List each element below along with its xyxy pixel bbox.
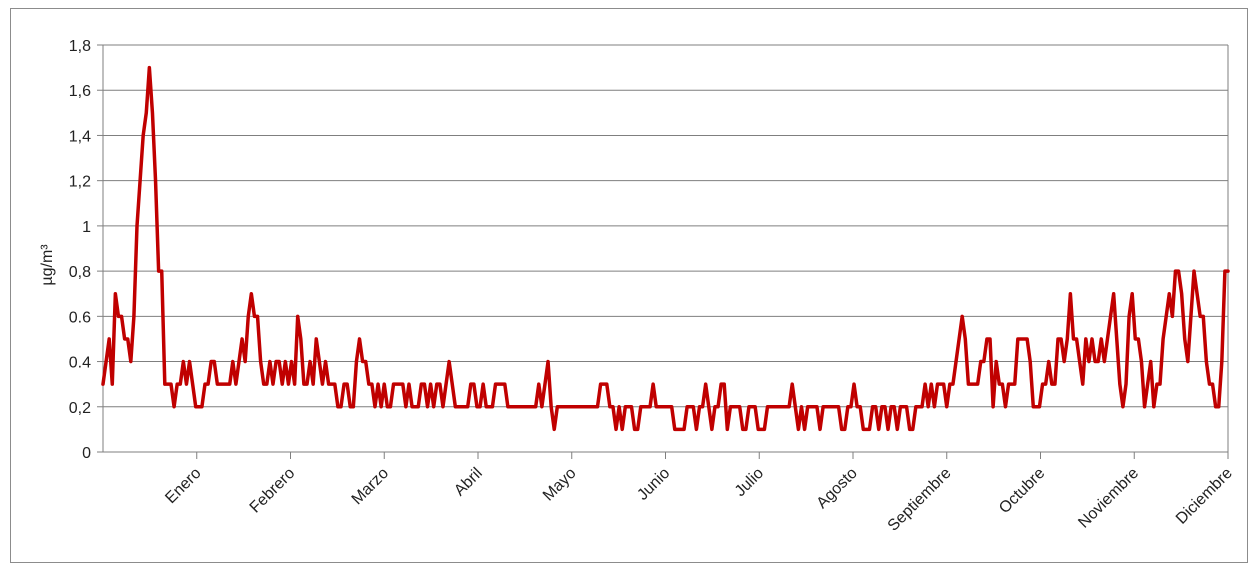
y-tick-label: 0,2 [69,400,91,417]
y-tick-labels: 0 0,2 0.4 0.6 0,8 1 1,2 1,4 1,6 1,8 [69,38,91,462]
y-axis-label: µg/m³ [39,244,56,286]
series-line [101,65,1230,432]
gridlines [103,44,1228,408]
x-tick-label: Marzo [349,465,393,509]
x-tick-label: Septiembre [885,465,955,535]
chart-frame [10,8,1248,563]
y-tick-label: 1 [82,219,91,236]
x-tick-labels: Enero Febrero Marzo Abril Mayo Junio Julio Agos… [162,465,1236,535]
x-tick-label: Julio [732,465,767,500]
y-tick-label: 1,6 [69,83,91,100]
y-tick-label: 1,4 [69,128,91,145]
x-tick-label: Enero [162,465,204,507]
series-layer [101,65,1230,432]
x-tick-label: Junio [634,465,673,504]
y-tick-label: 1,8 [69,38,91,55]
y-tick-label: 0.4 [69,355,91,372]
axes [97,44,1229,459]
x-tick-label: Mayo [540,465,580,505]
x-tick-label: Octubre [996,465,1048,517]
y-tick-label: 0,8 [69,264,91,281]
x-tick-label: Noviembre [1075,465,1142,532]
x-tick-label: Agosto [814,465,861,512]
y-tick-label: 0 [82,445,91,462]
x-tick-label: Febrero [247,465,299,517]
x-tick-label: Diciembre [1173,465,1236,528]
x-tick-label: Abril [451,465,486,500]
y-tick-label: 1,2 [69,174,91,191]
y-tick-label: 0.6 [69,309,91,326]
